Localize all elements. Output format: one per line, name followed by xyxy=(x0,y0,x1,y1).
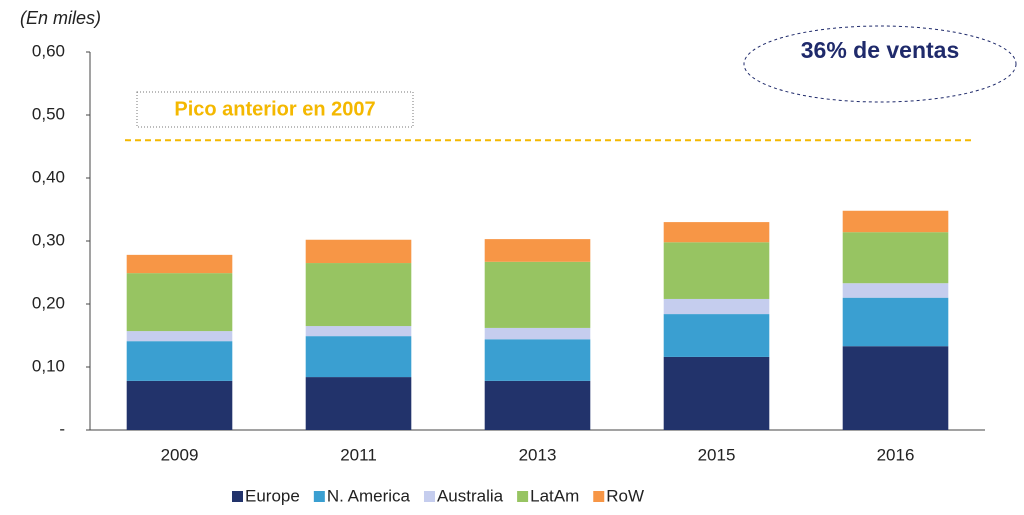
bar-segment xyxy=(842,232,949,284)
x-tick-label: 2016 xyxy=(877,445,915,464)
bar-segment xyxy=(663,222,770,243)
legend-label: LatAm xyxy=(530,486,579,505)
y-tick-label: 0,20 xyxy=(32,293,65,312)
bar-segment xyxy=(484,327,591,340)
bar-segment xyxy=(126,331,233,342)
y-tick-label: - xyxy=(59,419,65,438)
y-tick-label: 0,60 xyxy=(32,41,65,60)
reference-label-box xyxy=(136,91,414,128)
legend-swatch xyxy=(313,491,325,502)
bar-segment xyxy=(484,261,591,328)
bar-segment xyxy=(126,380,233,430)
legend-swatch xyxy=(593,491,605,502)
legend-label: N. America xyxy=(327,486,411,505)
legend-swatch xyxy=(423,491,435,502)
bar-segment xyxy=(842,283,949,298)
x-tick-label: 2013 xyxy=(519,445,557,464)
unit-label: (En miles) xyxy=(20,8,101,28)
bar-segment xyxy=(305,326,412,337)
bar-segment xyxy=(663,242,770,299)
legend-swatch xyxy=(232,491,243,502)
bar-segment xyxy=(842,297,949,347)
y-tick-label: 0,30 xyxy=(32,230,65,249)
bar-segment xyxy=(484,339,591,381)
legend-swatch xyxy=(517,491,529,502)
bar-segment xyxy=(305,377,412,430)
callout-ellipse xyxy=(743,25,1017,103)
bar-segment xyxy=(663,298,770,315)
x-tick-label: 2011 xyxy=(340,445,377,464)
bar-segment xyxy=(663,356,770,430)
legend-label: Europe xyxy=(245,486,300,505)
bar-segment xyxy=(484,380,591,430)
x-tick-label: 2015 xyxy=(698,445,736,464)
y-tick-label: 0,40 xyxy=(32,167,65,186)
bar-segment xyxy=(305,336,412,378)
x-tick-label: 2009 xyxy=(161,445,199,464)
bar-segment xyxy=(484,239,591,262)
legend-label: Australia xyxy=(437,486,504,505)
y-tick-label: 0,10 xyxy=(32,356,65,375)
bar-segment xyxy=(126,341,233,381)
bar-segment xyxy=(305,263,412,327)
legend-label: RoW xyxy=(606,486,644,505)
bar-segment xyxy=(842,346,949,430)
bar-segment xyxy=(842,210,949,233)
bar-segment xyxy=(305,239,412,264)
reference-label: Pico anterior en 2007 xyxy=(174,98,375,120)
bar-segment xyxy=(663,314,770,357)
callout: 36% de ventas xyxy=(800,37,960,63)
bar-segment xyxy=(126,254,233,274)
y-tick-label: 0,50 xyxy=(32,104,65,123)
bar-segment xyxy=(126,273,233,332)
